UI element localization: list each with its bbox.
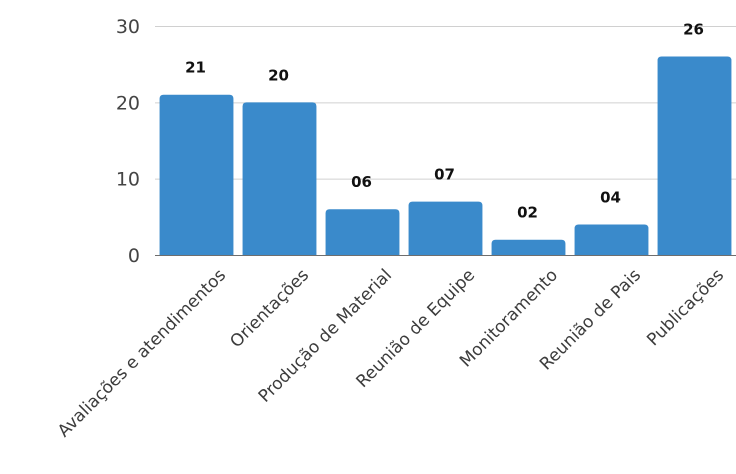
bar	[408, 201, 483, 255]
bars	[159, 56, 732, 256]
data-label: 04	[600, 188, 621, 206]
x-tick-label: Avaliações e atendimentos	[54, 265, 230, 441]
y-tick-label: 30	[116, 16, 140, 38]
x-tick-label: Produção de Material	[255, 265, 396, 406]
y-tick-label: 10	[116, 169, 140, 191]
bar	[574, 224, 649, 255]
data-label: 26	[683, 21, 704, 39]
bar	[242, 102, 317, 255]
x-tick-label: Orientações	[226, 265, 313, 352]
x-tick-label: Publicações	[643, 265, 728, 350]
bar	[657, 56, 732, 256]
category-labels: Avaliações e atendimentosOrientaçõesProd…	[54, 265, 728, 441]
data-label: 06	[351, 173, 372, 191]
y-tick-label: 20	[116, 92, 140, 114]
data-label: 20	[268, 66, 289, 84]
data-label: 07	[434, 166, 455, 184]
bar	[159, 94, 234, 255]
data-label: 02	[517, 204, 538, 222]
y-tick-label: 0	[128, 245, 140, 267]
data-label: 21	[185, 59, 206, 77]
y-axis-ticks: 0 10 20 30	[116, 16, 140, 267]
data-labels: 21 20 06 07 02 04 26	[185, 21, 704, 222]
bar	[325, 209, 400, 255]
bar	[491, 239, 566, 255]
